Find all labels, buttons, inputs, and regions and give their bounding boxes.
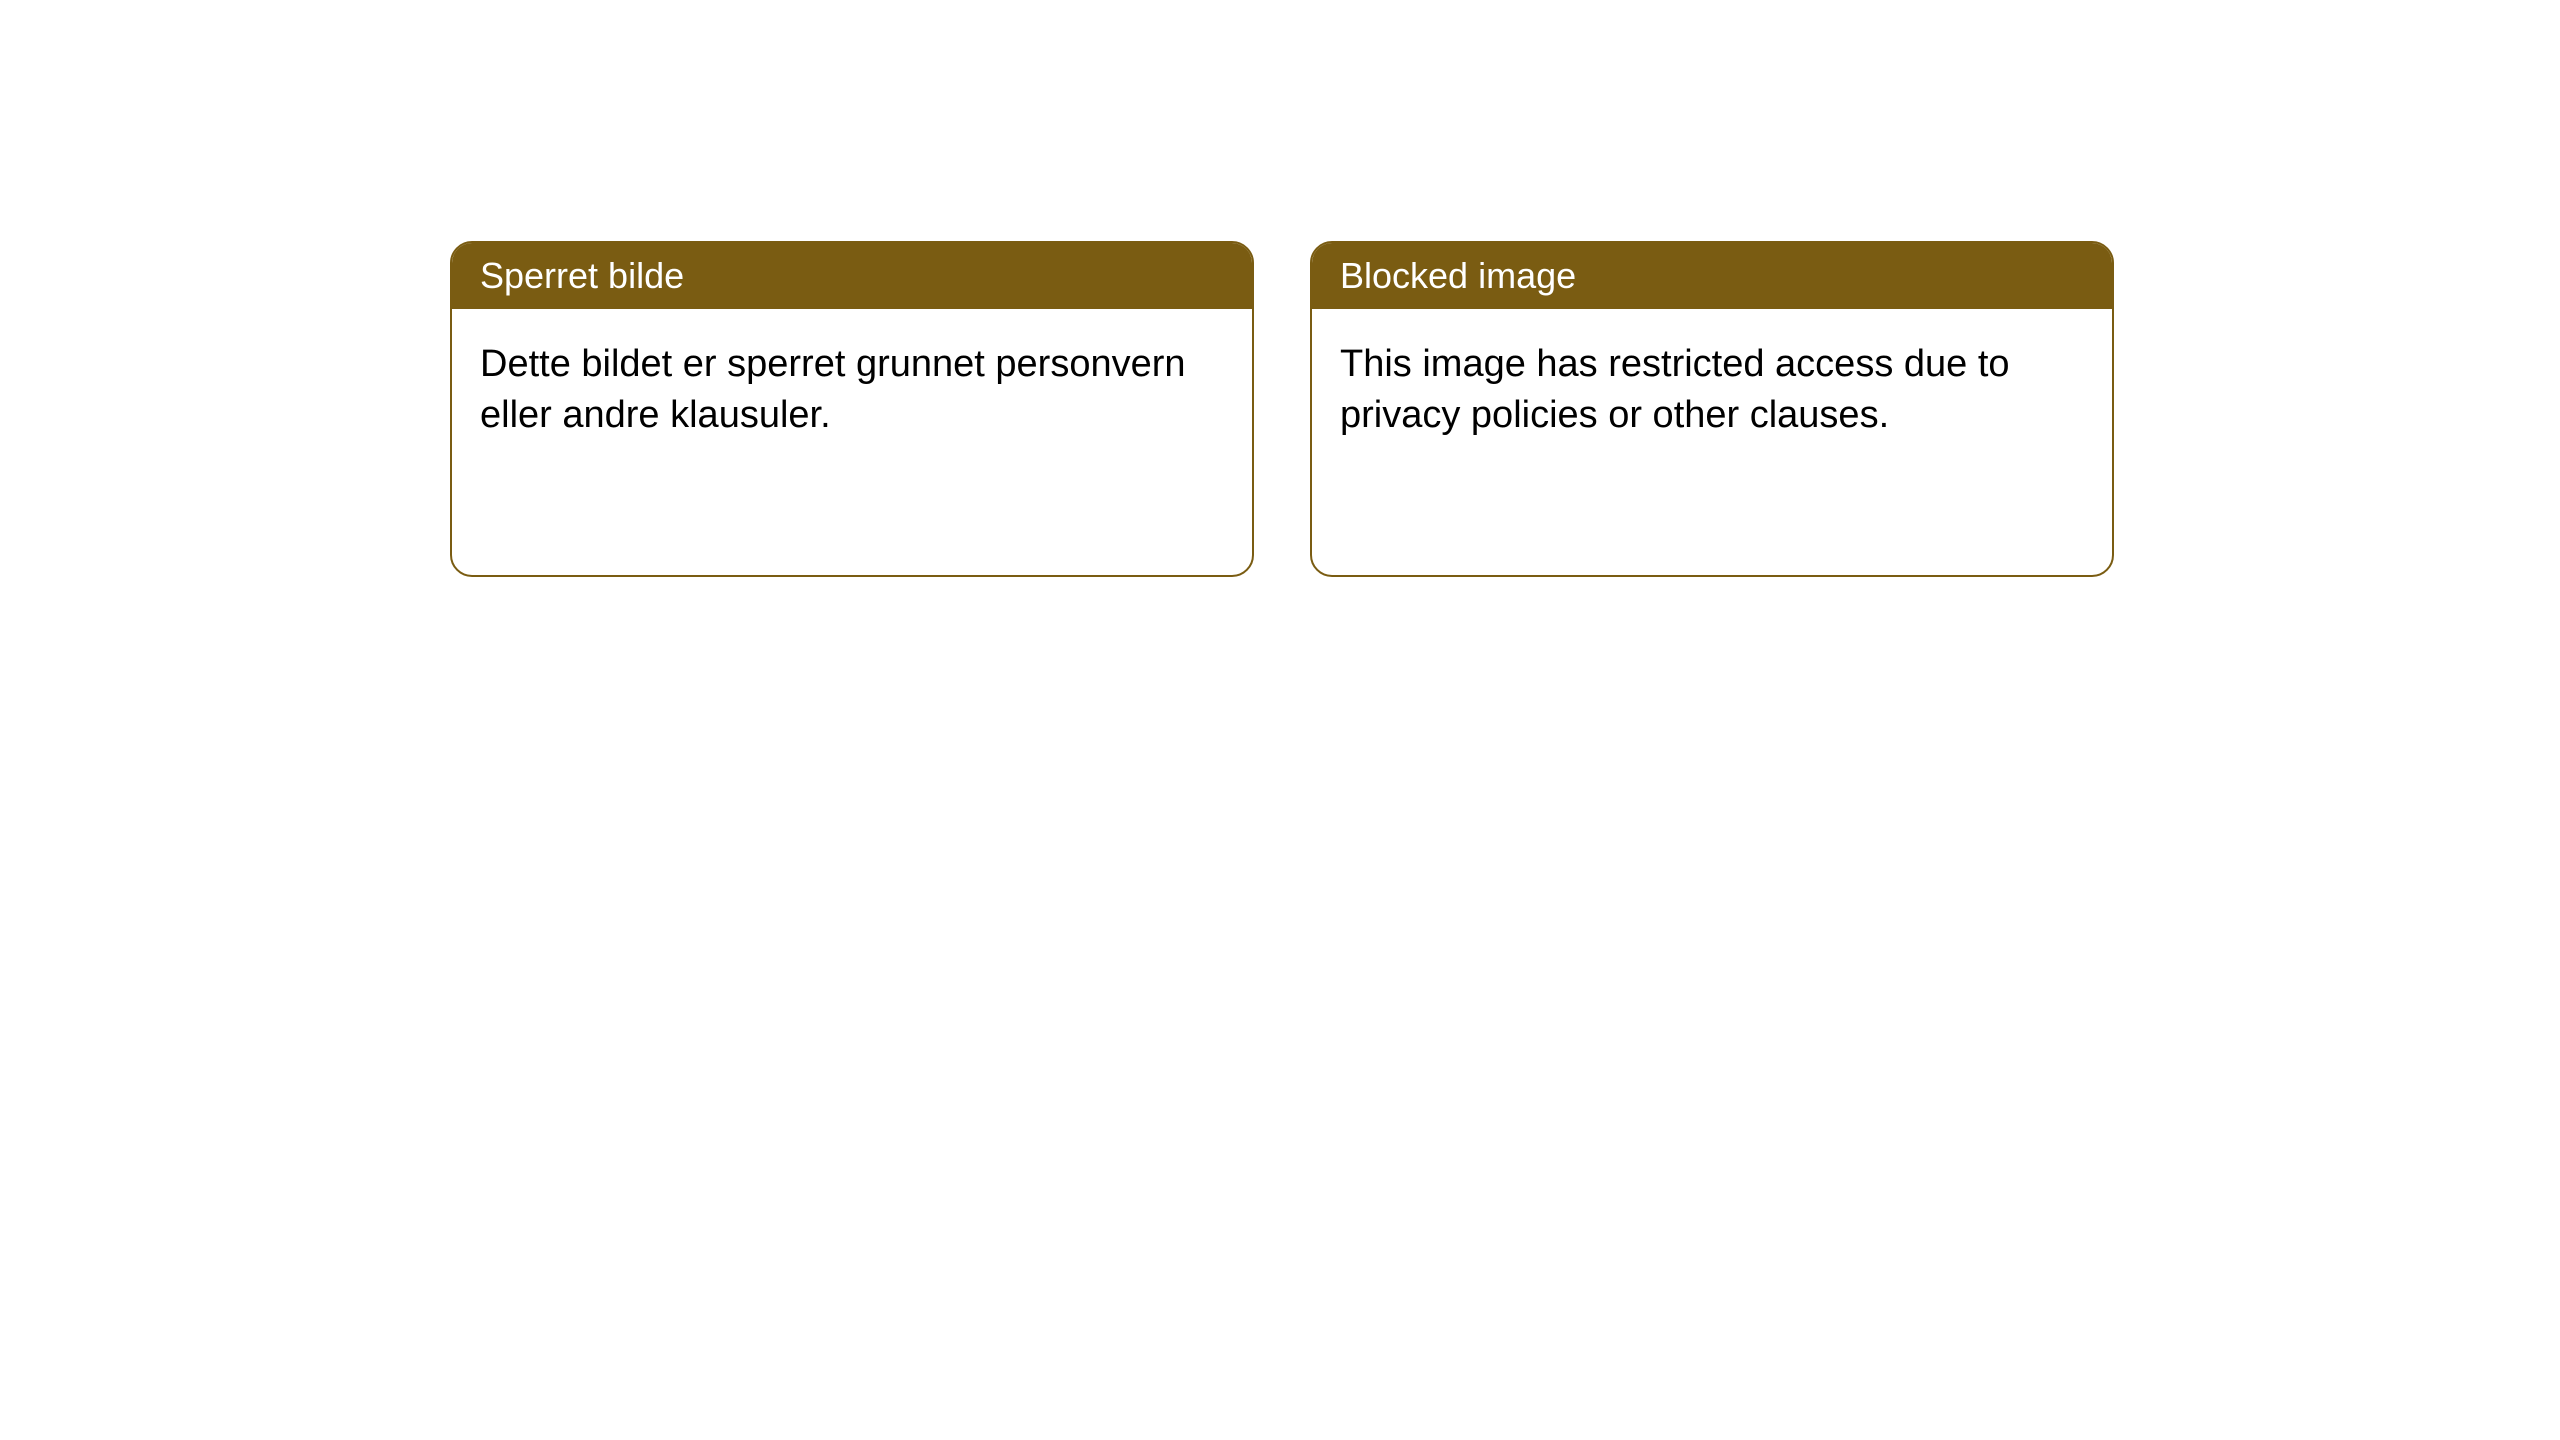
notice-card-english: Blocked image This image has restricted … xyxy=(1310,241,2114,577)
notice-body-norwegian: Dette bildet er sperret grunnet personve… xyxy=(452,309,1252,472)
notice-header-english: Blocked image xyxy=(1312,243,2112,309)
notice-header-norwegian: Sperret bilde xyxy=(452,243,1252,309)
notice-card-norwegian: Sperret bilde Dette bildet er sperret gr… xyxy=(450,241,1254,577)
notice-container: Sperret bilde Dette bildet er sperret gr… xyxy=(450,241,2114,577)
notice-body-english: This image has restricted access due to … xyxy=(1312,309,2112,472)
